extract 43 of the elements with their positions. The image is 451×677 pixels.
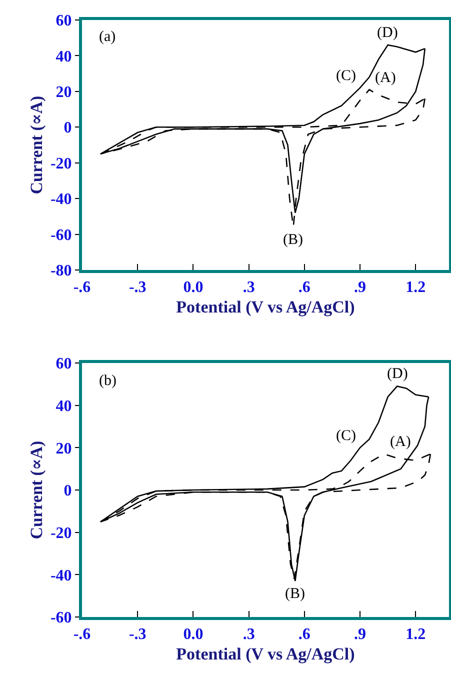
y-tick-label: 60 — [56, 356, 72, 373]
y-tick-label: -40 — [50, 567, 72, 584]
y-tick-label: -80 — [50, 262, 72, 280]
x-tick-label: .6 — [298, 279, 310, 296]
x-tick-label: 0.0 — [183, 626, 204, 644]
y-axis-title: Current (∝A) — [27, 440, 46, 540]
y-tick-label: 0 — [64, 482, 72, 500]
y-tick-label: 40 — [56, 398, 72, 415]
y-tick-label: 60 — [56, 12, 72, 30]
y-tick-label: -60 — [50, 610, 72, 627]
annotation: (A) — [390, 434, 411, 450]
x-tick-label: .6 — [298, 626, 310, 644]
annotation: (b) — [99, 373, 116, 389]
x-tick-label: -.6 — [73, 626, 91, 644]
annotation: (C) — [336, 428, 356, 444]
x-axis-title: Potential (V vs Ag/AgCl) — [176, 298, 355, 317]
y-tick-label: -60 — [50, 226, 72, 244]
x-tick-label: .3 — [242, 279, 255, 296]
y-tick-label: 0 — [64, 120, 72, 137]
x-tick-label: .3 — [242, 626, 255, 644]
x-tick-label: -.6 — [73, 279, 91, 296]
x-axis-title: Potential (V vs Ag/AgCl) — [176, 644, 355, 664]
y-tick-label: 20 — [56, 84, 72, 102]
x-tick-label: 1.2 — [406, 626, 426, 644]
annotation: (C) — [336, 68, 356, 84]
x-tick-label: -.3 — [128, 626, 146, 644]
y-tick-label: 40 — [56, 48, 72, 66]
y-tick-label: 20 — [56, 440, 72, 458]
annotation: (B) — [285, 586, 305, 602]
annotation: (B) — [283, 232, 303, 248]
x-tick-label: 0.0 — [183, 279, 204, 296]
x-tick-label: 1.2 — [406, 279, 426, 296]
annotation: (a) — [99, 29, 116, 45]
x-tick-label: .9 — [354, 626, 366, 644]
annotation: (D) — [377, 25, 398, 41]
y-tick-label: -20 — [50, 524, 72, 542]
y-axis-title: Current (∝A) — [27, 96, 46, 194]
y-tick-label: -40 — [50, 191, 72, 208]
annotation: (D) — [387, 366, 408, 382]
x-tick-label: .9 — [354, 279, 366, 296]
annotation: (A) — [375, 70, 396, 86]
x-tick-label: -.3 — [128, 279, 146, 296]
y-tick-label: -20 — [50, 155, 72, 172]
